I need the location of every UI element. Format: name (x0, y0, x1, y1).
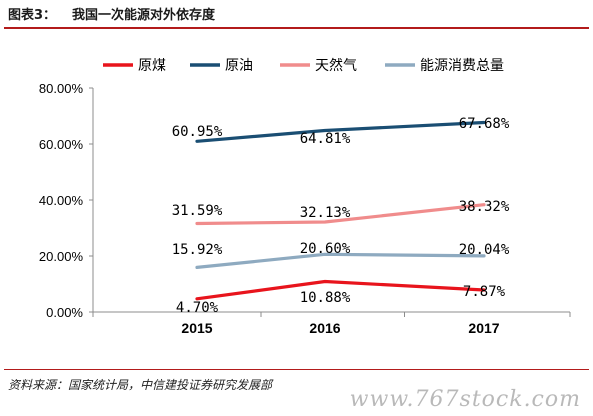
series-line-2 (195, 203, 486, 226)
top-rule (4, 27, 589, 29)
watermark: www.767stock.com (349, 387, 581, 412)
data-label: 67.68% (459, 116, 510, 132)
figure-title-text: 我国一次能源对外依存度 (72, 8, 216, 23)
data-label: 4.70% (176, 300, 219, 316)
legend-label: 原煤 (138, 58, 166, 74)
data-label: 7.87% (463, 284, 506, 300)
data-labels: 4.70% 10.88% 7.87% 60.95% 64.81% 67.68% 31.59%… (172, 116, 510, 316)
x-tick-label: 2016 (309, 320, 340, 336)
y-tick-label: 0.00% (46, 305, 83, 320)
legend-item: 能源消费总量 (385, 58, 504, 74)
legend-label: 原油 (225, 58, 253, 74)
data-label: 38.32% (459, 199, 510, 215)
line-chart: 原煤 原油 天然气 能源消费总量 0.00% 20.00% 40.00% 60.00% 80.… (39, 57, 571, 336)
legend-label: 天然气 (315, 57, 357, 74)
bottom-rule (4, 369, 589, 370)
series-line-3 (195, 252, 486, 269)
source-note: 资料来源：国家统计局，中信建投证券研究发展部 (8, 378, 273, 392)
y-tick-label: 80.00% (39, 81, 84, 96)
legend-item: 原煤 (103, 58, 166, 74)
y-tick-label: 20.00% (39, 249, 84, 264)
series-lines (195, 120, 486, 301)
data-label: 10.88% (300, 290, 351, 306)
figure-title: 图表3： 我国一次能源对外依存度 (8, 4, 215, 23)
y-tick-label: 40.00% (39, 193, 84, 208)
legend-item: 天然气 (280, 57, 357, 74)
data-label: 15.92% (172, 242, 223, 258)
series-line-1 (195, 120, 486, 143)
legend-label: 能源消费总量 (420, 58, 504, 74)
data-label: 60.95% (172, 124, 223, 140)
series-line-0 (195, 279, 486, 301)
legend-item: 原油 (190, 58, 253, 74)
x-tick-label: 2017 (468, 320, 499, 336)
data-label: 31.59% (172, 203, 223, 219)
data-label: 64.81% (300, 131, 351, 147)
axes: 0.00% 20.00% 40.00% 60.00% 80.00% 2015 2016 201… (39, 81, 571, 336)
legend: 原煤 原油 天然气 能源消费总量 (103, 57, 504, 74)
data-label: 20.60% (300, 241, 351, 257)
y-tick-label: 60.00% (39, 137, 84, 152)
x-tick-label: 2015 (181, 320, 212, 336)
data-label: 32.13% (300, 205, 351, 221)
figure-label: 图表3： (8, 8, 57, 23)
data-label: 20.04% (459, 242, 510, 258)
